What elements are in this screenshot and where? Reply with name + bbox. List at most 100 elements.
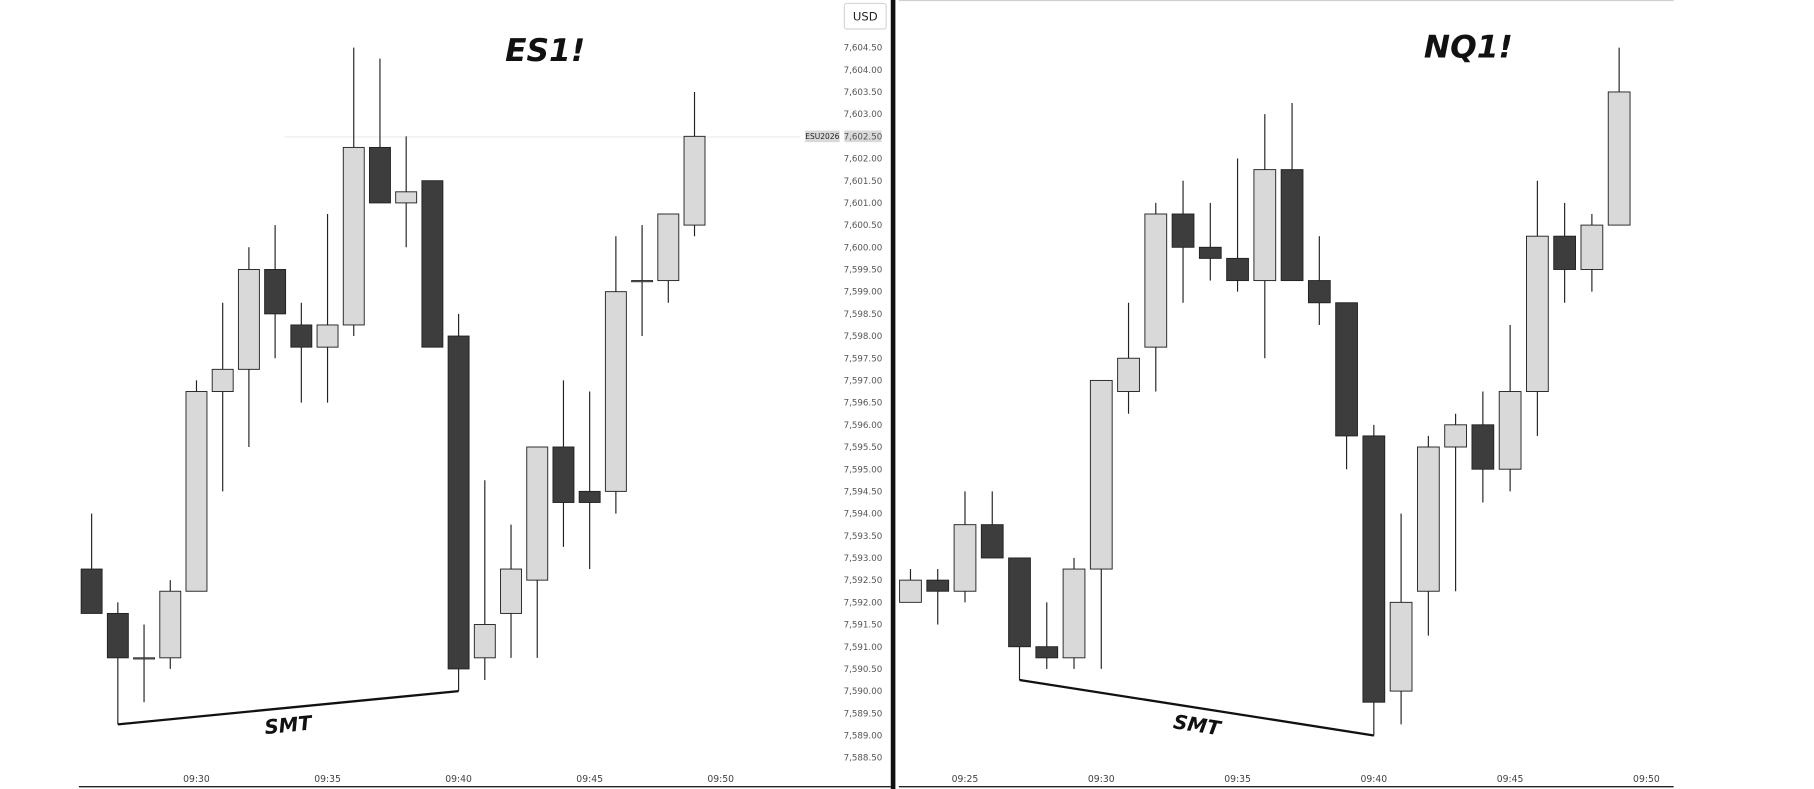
y-tick-label: 7,600.00 (844, 243, 883, 253)
candle-body (80, 568, 103, 614)
smt-line (117, 689, 459, 726)
candle-body (1226, 257, 1249, 282)
candle-body (185, 391, 208, 592)
smt-line (1019, 678, 1375, 737)
symbol-tag: ESU2026 (805, 132, 839, 141)
y-tick-label: 7,597.00 (844, 377, 883, 387)
y-tick-label: 7,588.50 (844, 754, 883, 764)
y-tick-label: 7,601.00 (844, 199, 883, 209)
x-tick-label: 09:35 (1224, 774, 1251, 785)
y-tick-label: 7,591.50 (844, 621, 883, 631)
y-tick-label: 7,603.50 (844, 88, 883, 98)
y-tick-label: 7,592.00 (844, 598, 883, 608)
candle-body (500, 568, 522, 614)
candle-body (1335, 302, 1358, 437)
y-tick-label: 7,598.50 (844, 310, 883, 320)
currency-button[interactable] (843, 2, 887, 30)
candle-body (578, 490, 601, 503)
candle-body (1389, 601, 1413, 692)
candle-body (290, 324, 313, 348)
y-tick-label: 7,602.00 (844, 155, 883, 165)
y-tick-label: 7,592.50 (844, 576, 883, 586)
candle-body (421, 180, 444, 348)
y-tick-label: 7,597.50 (844, 354, 883, 364)
symbol-tag-box (804, 130, 840, 143)
y-tick-label: 7,600.50 (844, 221, 883, 231)
chart-title: ES1! (505, 33, 585, 69)
candle-body (237, 269, 260, 370)
y-tick-label: 7,599.00 (844, 288, 883, 298)
candle-body (1171, 213, 1195, 248)
candle-body (1553, 235, 1576, 270)
candle-body (264, 269, 287, 315)
candle-body (1280, 169, 1304, 282)
candle-body (447, 335, 470, 670)
candle-body (552, 446, 575, 503)
candle-body (316, 324, 339, 348)
y-tick-label: 7,593.50 (844, 532, 883, 542)
candle-body (159, 590, 182, 659)
y-tick-label: 7,599.50 (844, 266, 883, 276)
y-tick-label: 7,602.50 (844, 132, 883, 142)
chart-title: NQ1! (1424, 30, 1513, 66)
candle-body (133, 657, 156, 660)
candle-body (1444, 424, 1467, 448)
candle-body (1008, 557, 1031, 648)
candle-body (1062, 568, 1086, 659)
candle-body (1089, 379, 1113, 570)
candle-body (1117, 357, 1140, 392)
candle-body (899, 579, 922, 603)
y-tick-label: 7,594.50 (844, 487, 883, 497)
y-tick-label: 7,601.50 (844, 177, 883, 187)
smt-label: SMT (263, 711, 314, 739)
y-tick-label: 7,595.50 (844, 443, 883, 453)
currency-label[interactable]: USD (853, 9, 878, 23)
candle-body (1580, 224, 1604, 270)
x-tick-label: 09:25 (952, 774, 979, 785)
x-tick-label: 09:50 (1633, 774, 1660, 785)
last-price-box (844, 130, 882, 143)
x-tick-label: 09:30 (1088, 774, 1115, 785)
y-tick-label: 7,590.50 (844, 665, 883, 675)
y-tick-label: 7,595.00 (844, 465, 883, 475)
candle-body (1471, 424, 1495, 470)
candle-body (1607, 91, 1631, 226)
candle-body (526, 446, 549, 581)
y-tick-label: 7,596.00 (844, 421, 883, 431)
y-tick-label: 7,596.50 (844, 399, 883, 409)
y-tick-label: 7,594.00 (844, 510, 883, 520)
x-tick-label: 09:30 (183, 774, 210, 785)
candle-body (1416, 446, 1440, 592)
candle-body (1498, 391, 1522, 470)
candle-body (1144, 213, 1168, 348)
x-tick-label: 09:40 (445, 774, 472, 785)
candle-body (1035, 646, 1059, 659)
candle-body (395, 191, 418, 204)
y-tick-label: 7,593.00 (844, 554, 883, 564)
candle-body (1362, 435, 1386, 703)
candle-body (953, 524, 977, 592)
x-tick-label: 09:45 (1497, 774, 1524, 785)
x-tick-label: 09:40 (1360, 774, 1387, 785)
candle-body (369, 146, 391, 204)
y-tick-label: 7,590.00 (844, 687, 883, 697)
y-tick-label: 7,603.00 (844, 110, 883, 120)
y-tick-label: 7,604.00 (844, 66, 883, 76)
x-tick-label: 09:35 (314, 774, 341, 785)
y-tick-label: 7,591.00 (844, 643, 883, 653)
candle-body (631, 280, 654, 283)
y-tick-label: 7,589.50 (844, 709, 883, 719)
candle-body (1198, 246, 1222, 259)
candle-body (657, 213, 680, 282)
y-tick-label: 7,598.00 (844, 332, 883, 342)
candle-body (106, 612, 129, 659)
candle-body (980, 524, 1004, 559)
candle-body (211, 368, 234, 392)
candle-body (1526, 235, 1549, 392)
y-tick-label: 7,604.50 (844, 44, 883, 54)
candle-body (926, 579, 950, 592)
y-tick-label: 7,589.00 (844, 732, 883, 742)
candle-body (683, 135, 706, 226)
x-tick-label: 09:45 (576, 774, 603, 785)
